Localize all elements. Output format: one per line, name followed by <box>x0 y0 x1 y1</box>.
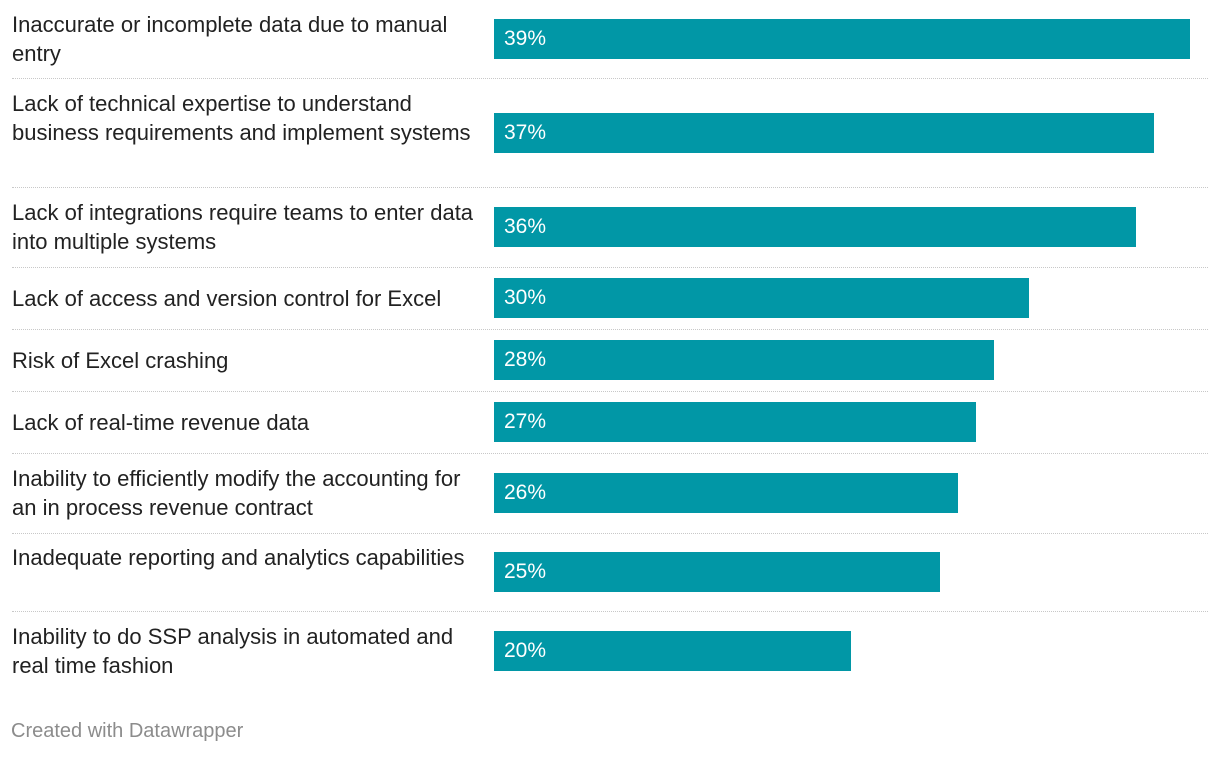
chart-row: Risk of Excel crashing 28% <box>12 329 1208 392</box>
bar: 28% <box>494 340 994 380</box>
category-label: Risk of Excel crashing <box>12 348 229 373</box>
bar-value-label: 30% <box>504 286 547 309</box>
chart-row: Lack of access and version control for E… <box>12 267 1208 330</box>
bar-chart: Inaccurate or incomplete data due to man… <box>12 0 1208 691</box>
category-label: Lack of technical expertise to understan… <box>12 91 471 145</box>
chart-row: Lack of technical expertise to understan… <box>12 78 1208 188</box>
bar: 25% <box>494 552 940 592</box>
category-label: Lack of integrations require teams to en… <box>12 200 474 254</box>
bar: 36% <box>494 207 1136 247</box>
bar-value-label: 37% <box>504 121 547 144</box>
bar: 27% <box>494 402 976 442</box>
bar-value-label: 20% <box>504 639 547 662</box>
category-label: Inability to do SSP analysis in automate… <box>12 624 454 678</box>
bar-value-label: 26% <box>504 481 547 504</box>
bar: 20% <box>494 631 851 671</box>
chart-row: Lack of integrations require teams to en… <box>12 187 1208 268</box>
category-label: Inadequate reporting and analytics capab… <box>12 545 465 570</box>
credit-text: Created with Datawrapper <box>11 720 244 742</box>
chart-row: Inaccurate or incomplete data due to man… <box>12 0 1208 79</box>
bar-value-label: 25% <box>504 560 547 583</box>
bar-value-label: 27% <box>504 410 547 433</box>
bar: 26% <box>494 473 958 513</box>
category-label: Lack of real-time revenue data <box>12 410 310 435</box>
chart-row: Inadequate reporting and analytics capab… <box>12 533 1208 612</box>
bar: 30% <box>494 278 1029 318</box>
category-label: Inaccurate or incomplete data due to man… <box>12 12 448 66</box>
chart-row: Inability to efficiently modify the acco… <box>12 453 1208 534</box>
bar-value-label: 36% <box>504 215 547 238</box>
chart-row: Inability to do SSP analysis in automate… <box>12 611 1208 691</box>
bar-value-label: 39% <box>504 27 547 50</box>
chart-row: Lack of real-time revenue data 27% <box>12 391 1208 454</box>
category-label: Inability to efficiently modify the acco… <box>12 466 461 520</box>
bar: 37% <box>494 113 1154 153</box>
category-label: Lack of access and version control for E… <box>12 286 442 311</box>
bar: 39% <box>494 19 1190 59</box>
bar-value-label: 28% <box>504 348 547 371</box>
